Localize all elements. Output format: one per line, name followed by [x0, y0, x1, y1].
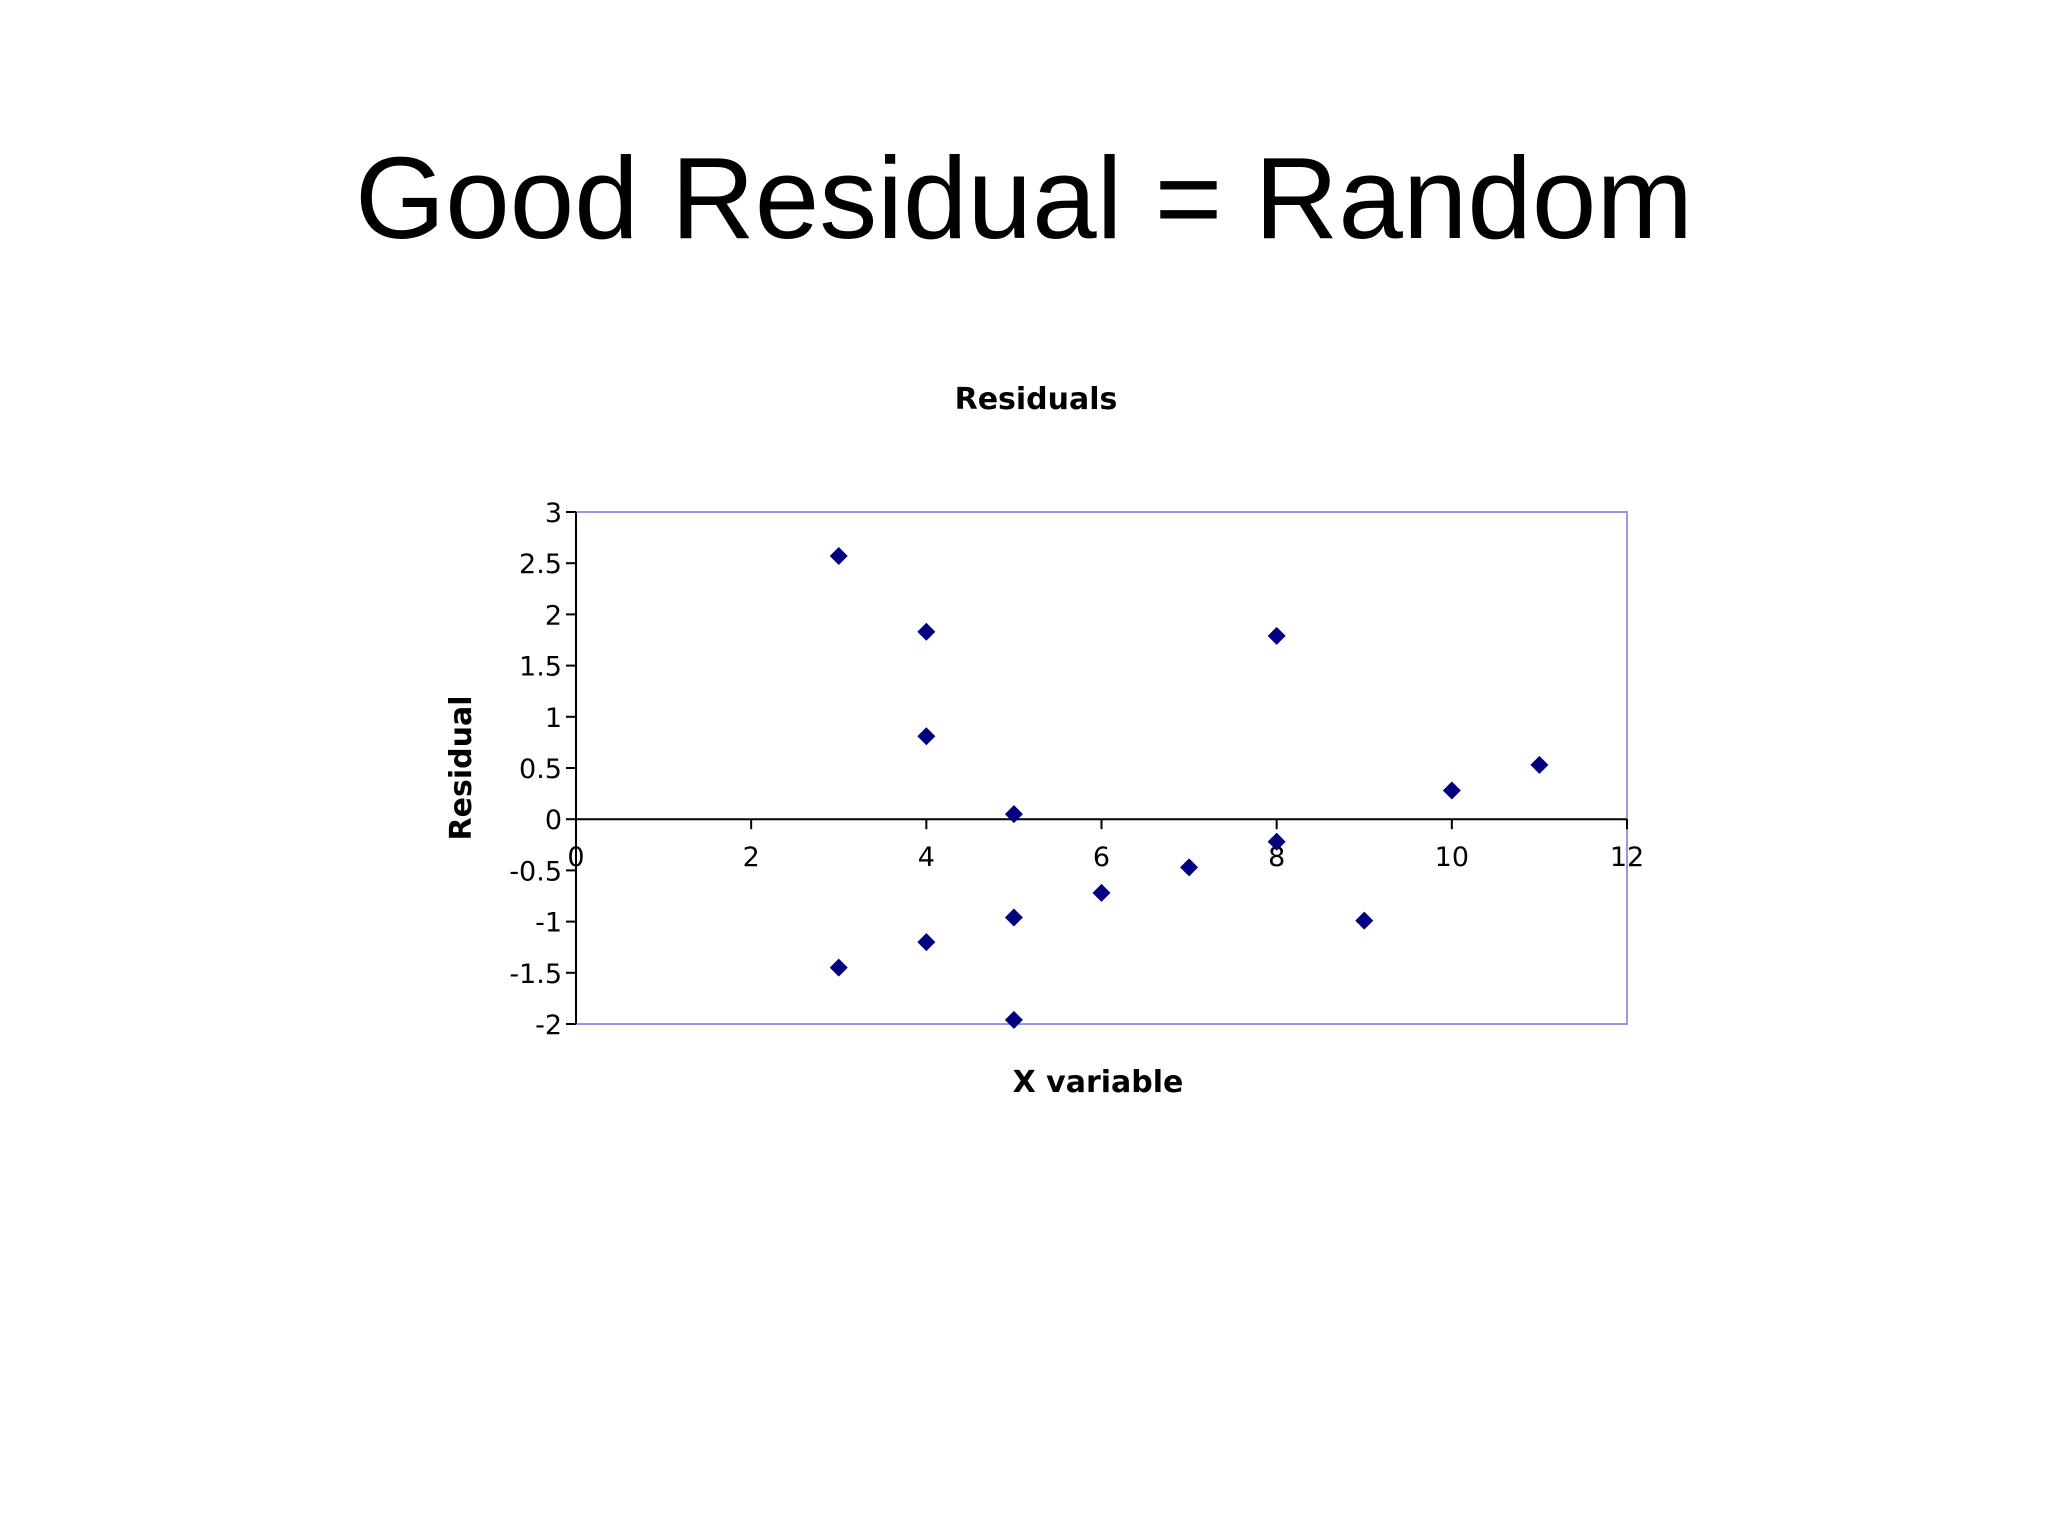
chart-title: Residuals — [955, 382, 1118, 417]
data-point — [917, 727, 936, 746]
y-tick-label: -1.5 — [509, 959, 562, 990]
y-tick-label: 2.5 — [519, 549, 562, 580]
y-tick-label: 3 — [545, 498, 562, 529]
y-tick-label: 2 — [545, 600, 562, 631]
data-point — [1004, 908, 1023, 927]
x-tick-label: 10 — [1435, 842, 1469, 873]
data-point — [1092, 883, 1111, 902]
y-axis-title: Residual — [444, 696, 479, 841]
y-tick-label: -2 — [535, 1010, 562, 1041]
y-tick-label: 1.5 — [519, 652, 562, 683]
x-tick-label: 12 — [1610, 842, 1644, 873]
data-point — [917, 622, 936, 641]
x-tick-label: 8 — [1268, 842, 1285, 873]
x-tick-label: 6 — [1093, 842, 1110, 873]
data-point — [1267, 832, 1286, 851]
data-point — [917, 933, 936, 952]
y-tick-label: 1 — [545, 703, 562, 734]
x-tick-label: 2 — [743, 842, 760, 873]
y-tick-label: 0.5 — [519, 754, 562, 785]
plot-area: 32.521.510.50-0.5-1-1.5-20 2 4 6 8 10 12 — [509, 498, 1644, 1041]
data-point — [1442, 781, 1461, 800]
data-point — [1180, 858, 1199, 877]
x-axis-title: X variable — [1013, 1065, 1184, 1100]
slide-title: Good Residual = Random — [354, 133, 1694, 263]
y-tick-label: 0 — [545, 805, 562, 836]
data-point — [829, 547, 848, 566]
y-tick-label: -1 — [535, 908, 562, 939]
data-point — [1355, 911, 1374, 930]
data-point — [1530, 755, 1549, 774]
data-point — [1004, 805, 1023, 824]
data-point — [1267, 626, 1286, 645]
data-point — [1004, 1010, 1023, 1029]
x-tick-label: 4 — [918, 842, 935, 873]
data-point — [829, 958, 848, 977]
y-tick-label: -0.5 — [509, 856, 562, 887]
plot-border — [575, 511, 1628, 1025]
x-tick-label: 0 — [567, 842, 584, 873]
